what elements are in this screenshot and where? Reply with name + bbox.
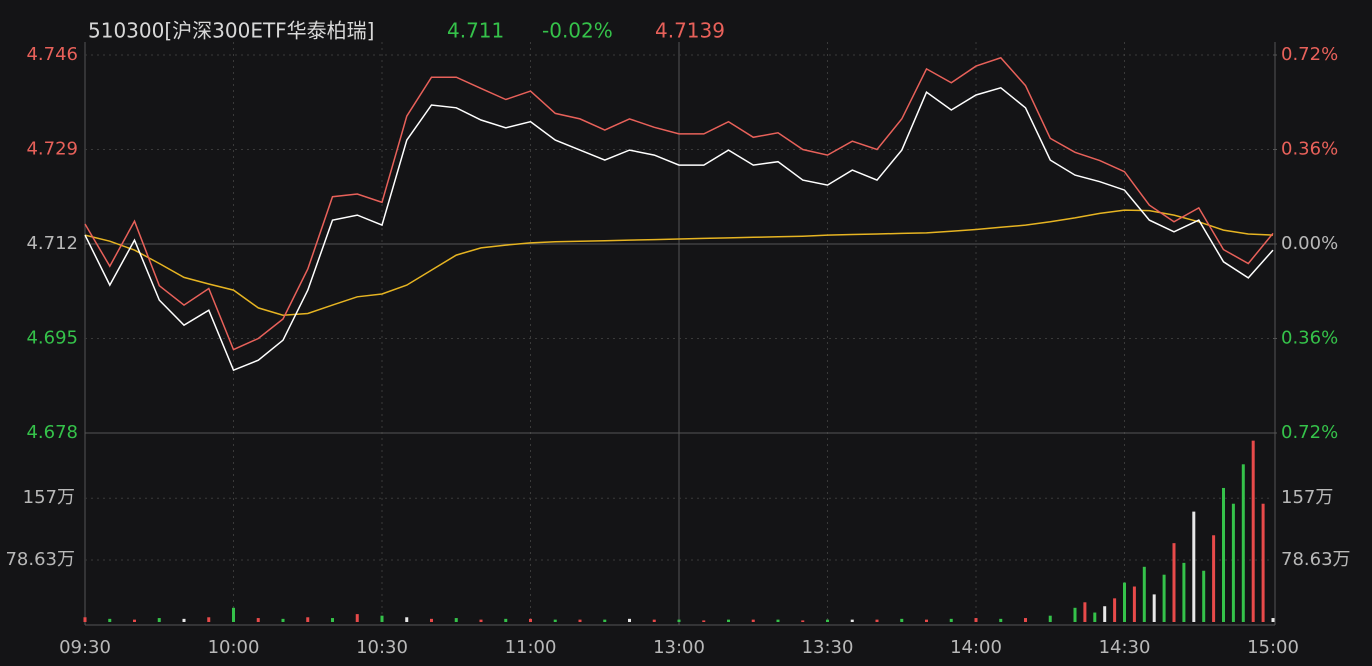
y-tick-label: 4.695 — [26, 328, 78, 349]
volume-bar — [256, 618, 260, 622]
volume-bar — [553, 619, 557, 622]
volume-bar — [900, 618, 904, 622]
x-tick-label: 13:30 — [802, 637, 854, 658]
volume-bar — [306, 617, 310, 622]
y-tick-label: 4.678 — [26, 422, 78, 443]
volume-bar — [1132, 586, 1136, 622]
x-tick-label: 13:00 — [653, 637, 705, 658]
volume-bar — [578, 619, 582, 622]
volume-bar — [1271, 618, 1275, 622]
x-tick-label: 10:30 — [356, 637, 408, 658]
volume-bar — [875, 619, 879, 622]
y-tick-label: 4.712 — [26, 233, 78, 254]
volume-bar — [801, 620, 805, 622]
volume-bar — [504, 618, 508, 622]
volume-bar — [826, 619, 829, 622]
y-tick-label: 4.729 — [26, 139, 78, 160]
volume-bar — [207, 617, 211, 622]
y2-tick-label: 0.36% — [1281, 328, 1338, 349]
x-tick-label: 14:30 — [1099, 637, 1151, 658]
volume-bar — [702, 620, 706, 622]
volume-bar — [1024, 618, 1027, 622]
volume-bar — [1113, 598, 1117, 622]
volume-bar — [925, 619, 928, 622]
volume-bar — [1241, 464, 1245, 622]
volume-bar — [479, 619, 483, 622]
volume-bar — [1202, 570, 1206, 622]
volume-bar — [355, 614, 359, 622]
volume-bar — [850, 619, 854, 622]
volume-bar — [1142, 566, 1146, 622]
volume-bar — [1123, 582, 1126, 622]
y2-tick-label: 0.00% — [1281, 233, 1338, 254]
volume-bar — [1048, 615, 1052, 622]
volume-bar — [1152, 594, 1156, 622]
volume-bar — [1182, 562, 1186, 622]
y-tick-label: 4.746 — [26, 44, 78, 65]
header-title: 510300[沪深300ETF华泰柏瑞] — [88, 19, 374, 43]
header-price: 4.711 — [447, 19, 504, 43]
volume-bar — [232, 607, 235, 622]
header-change: -0.02% — [542, 19, 613, 43]
volume-bar — [974, 618, 978, 622]
volume-bar — [1192, 511, 1196, 622]
volume-bar — [1212, 535, 1216, 622]
x-tick-label: 15:00 — [1247, 637, 1299, 658]
volume-bar — [776, 619, 780, 622]
volume-bar — [727, 619, 730, 622]
x-tick-label: 09:30 — [59, 637, 111, 658]
volume-bar — [108, 618, 112, 622]
price-line — [84, 86, 1274, 372]
price-line — [84, 56, 1274, 351]
volume-bar — [529, 618, 532, 622]
volume-bar — [454, 618, 458, 622]
volume-bar — [157, 618, 161, 622]
volume-bar — [1093, 612, 1097, 622]
volume-bar — [83, 617, 87, 622]
volume-bar — [331, 618, 334, 622]
volume-bar — [999, 618, 1003, 622]
volume-bar — [1162, 574, 1166, 622]
y2-tick-label: 78.63万 — [1281, 549, 1351, 570]
header-avg-price: 4.7139 — [655, 19, 725, 43]
volume-bar — [628, 618, 631, 622]
volume-bar — [182, 618, 186, 622]
x-tick-label: 14:00 — [950, 637, 1002, 658]
y2-tick-label: 0.36% — [1281, 139, 1338, 160]
volume-bar — [751, 619, 755, 622]
volume-bar — [1231, 503, 1235, 622]
volume-bar — [1083, 602, 1087, 622]
volume-bar — [949, 618, 953, 622]
volume-bar — [1251, 440, 1255, 622]
volume-bar — [1172, 543, 1176, 622]
x-tick-label: 11:00 — [505, 637, 557, 658]
y-tick-label: 78.63万 — [5, 549, 75, 570]
volume-bar — [1261, 503, 1265, 622]
volume-bar — [133, 619, 136, 622]
volume-bar — [603, 619, 607, 622]
volume-bar — [380, 615, 384, 622]
volume-bar — [677, 619, 681, 622]
volume-bar — [1103, 606, 1107, 622]
volume-bar — [1222, 487, 1225, 622]
volume-bar — [1073, 607, 1077, 622]
volume-bar — [430, 618, 433, 622]
price-line — [84, 209, 1274, 316]
volume-bar — [405, 617, 409, 622]
y2-tick-label: 157万 — [1281, 487, 1333, 508]
volume-bar — [281, 618, 285, 622]
y-tick-label: 157万 — [23, 487, 75, 508]
y2-tick-label: 0.72% — [1281, 44, 1338, 65]
volume-bar — [652, 619, 656, 622]
y2-tick-label: 0.72% — [1281, 422, 1338, 443]
x-tick-label: 10:00 — [208, 637, 260, 658]
